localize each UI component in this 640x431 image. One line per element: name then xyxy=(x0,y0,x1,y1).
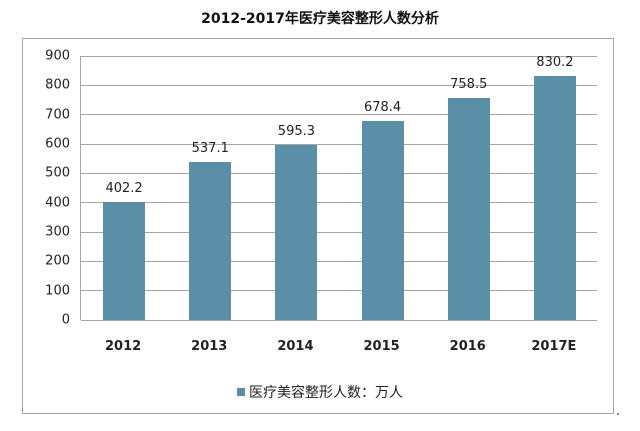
bar-2014 xyxy=(275,145,318,320)
bar-2013 xyxy=(189,162,232,320)
x-tick-label: 2016 xyxy=(449,339,486,354)
y-tick-label: 0 xyxy=(61,312,70,328)
y-tick-label: 700 xyxy=(45,107,70,123)
legend-label: 医疗美容整形人数：万人 xyxy=(249,385,403,401)
gridline xyxy=(81,143,597,145)
x-tick-label: 2014 xyxy=(277,339,314,354)
y-tick-label: 300 xyxy=(45,224,70,240)
gridline xyxy=(81,319,597,321)
bar-value-label: 402.2 xyxy=(105,181,143,197)
gridline xyxy=(81,114,597,116)
chart-title: 2012-2017年医疗美容整形人数分析 xyxy=(201,11,439,27)
y-tick-label: 800 xyxy=(45,77,70,93)
y-tick-label: 900 xyxy=(45,48,70,64)
y-tick-label: 200 xyxy=(45,253,70,269)
gridline xyxy=(81,260,597,262)
bar-value-label: 537.1 xyxy=(191,141,229,157)
bar-2016 xyxy=(447,97,490,320)
y-tick-label: 400 xyxy=(45,195,70,211)
x-tick-label: 2013 xyxy=(191,339,228,354)
corner-mark xyxy=(617,413,619,415)
legend: 医疗美容整形人数：万人 xyxy=(0,382,640,402)
gridline xyxy=(81,172,597,174)
x-tick-label: 2015 xyxy=(363,339,400,354)
x-tick-label: 2012 xyxy=(104,339,142,354)
gridline xyxy=(81,202,597,204)
bar-value-label: 830.2 xyxy=(536,55,574,71)
gridline xyxy=(81,84,597,86)
bar-value-label: 678.4 xyxy=(363,100,402,115)
bar-value-label: 595.3 xyxy=(277,124,316,140)
plot-area: 402.2 537.1 595.3 678.4 758.5 830.2 xyxy=(80,55,597,321)
gridline xyxy=(81,231,597,233)
y-tick-label: 100 xyxy=(45,283,70,299)
gridline xyxy=(81,55,597,57)
bar-2017E xyxy=(533,76,576,320)
legend-swatch xyxy=(237,388,245,396)
bar-2015 xyxy=(361,121,404,320)
y-tick-label: 600 xyxy=(45,136,70,152)
bar-2012 xyxy=(103,202,146,320)
gridline xyxy=(81,290,597,292)
x-tick-label: 2017E xyxy=(531,339,577,354)
chart-frame xyxy=(22,38,614,414)
y-tick-label: 500 xyxy=(45,165,70,181)
bar-value-label: 758.5 xyxy=(450,76,488,92)
